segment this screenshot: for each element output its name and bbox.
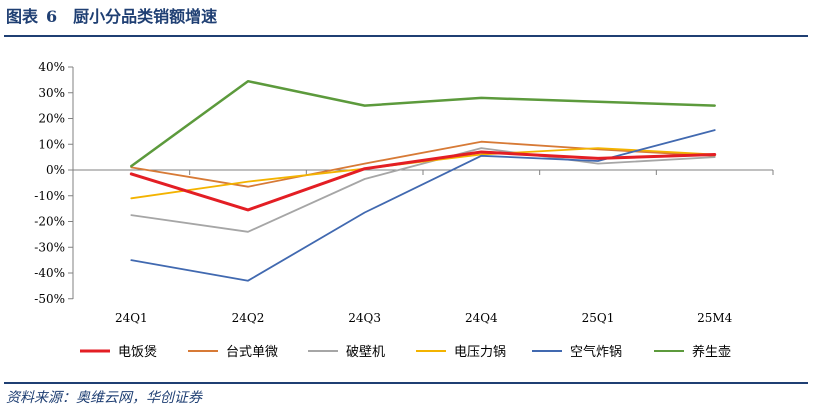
figure-label: 图表: [6, 7, 38, 26]
x-tick-label: 25M4: [697, 311, 733, 325]
y-tick-label: -10%: [34, 189, 65, 203]
chart-series: [131, 81, 714, 281]
y-tick-label: 30%: [38, 86, 65, 100]
source-note: 资料来源：奥维云网，华创证券: [6, 388, 202, 408]
x-tick-label: 24Q3: [348, 311, 381, 325]
legend-label: 电压力锅: [454, 344, 506, 360]
legend-label: 破壁机: [346, 345, 385, 360]
y-tick-label: 40%: [38, 60, 65, 74]
legend-label: 空气炸锅: [570, 344, 622, 360]
chart-axes: -50% -40% -30% -20% -10% 0% 10% 20% 30% 40% 24Q1 24…: [34, 60, 773, 325]
title-rule: [4, 35, 808, 37]
source-rule: [4, 382, 808, 384]
x-tick-label: 24Q4: [465, 311, 498, 325]
line-chart: -50% -40% -30% -20% -10% 0% 10% 20% 30% 40% 24Q1 24…: [0, 40, 814, 380]
y-tick-label: -20%: [34, 215, 65, 229]
figure-number: 6: [46, 7, 57, 26]
legend-label: 养生壶: [692, 344, 731, 360]
figure-title: 图表 6 厨小分品类销额增速: [6, 6, 217, 28]
chart-legend: 电饭煲 台式单微 破壁机 电压力锅 空气炸锅 养生壶: [80, 344, 731, 360]
x-tick-label: 24Q2: [232, 311, 265, 325]
x-tick-label: 24Q1: [115, 311, 148, 325]
legend-label: 台式单微: [226, 345, 278, 360]
y-tick-label: 10%: [38, 137, 65, 151]
y-tick-label: 0%: [46, 163, 65, 177]
x-tick-label: 25Q1: [582, 311, 615, 325]
figure-title-text: 厨小分品类销额增速: [73, 7, 217, 26]
y-tick-label: -40%: [34, 266, 65, 280]
y-tick-label: -50%: [34, 292, 65, 306]
legend-label: 电饭煲: [118, 344, 157, 360]
y-tick-label: 20%: [38, 112, 65, 126]
series-line-1: [131, 152, 714, 210]
y-tick-label: -30%: [34, 240, 65, 254]
